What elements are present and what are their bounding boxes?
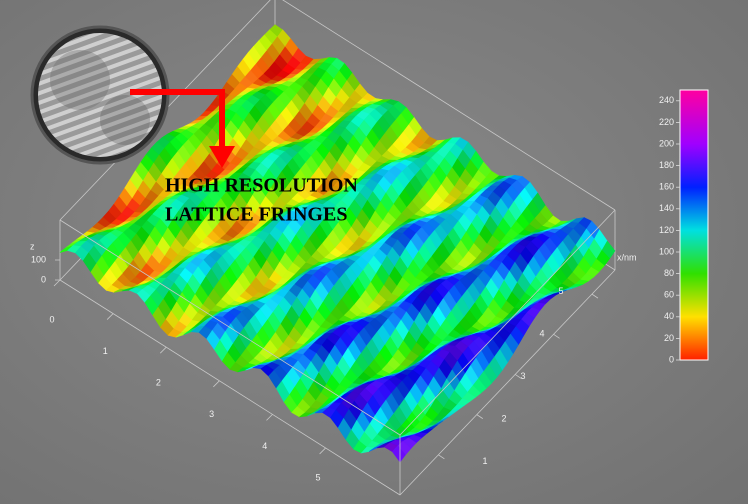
colorbar-tick-label: 180 bbox=[659, 160, 674, 170]
y-tick-label: 5 bbox=[315, 472, 320, 482]
colorbar-tick-label: 240 bbox=[659, 95, 674, 105]
annotation: HIGH RESOLUTION bbox=[165, 175, 358, 197]
colorbar-tick-label: 80 bbox=[664, 268, 674, 278]
x-tick-label: 5 bbox=[558, 286, 563, 296]
y-tick-label: 0 bbox=[49, 314, 54, 324]
colorbar-tick-label: 60 bbox=[664, 290, 674, 300]
page: {"chart_data": {"type": "surface", "anno… bbox=[0, 0, 748, 504]
colorbar-tick-label: 40 bbox=[664, 311, 674, 321]
annotation: LATTICE FRINGES bbox=[165, 204, 347, 226]
z-tick-label: 0 bbox=[41, 274, 46, 284]
colorbar bbox=[680, 90, 708, 360]
x-tick-label: 2 bbox=[501, 413, 506, 423]
y-tick-label: 2 bbox=[156, 378, 161, 388]
y-tick-label: 3 bbox=[209, 409, 214, 419]
chart: 0 1 2 3 4 5 1 2 3 4 5 x/nm 0 100 z HIGH RESOLUTION LAT… bbox=[0, 0, 748, 504]
x-tick-label: 4 bbox=[539, 328, 544, 338]
colorbar-tick-label: 160 bbox=[659, 182, 674, 192]
colorbar-tick-label: 220 bbox=[659, 117, 674, 127]
colorbar-tick-label: 200 bbox=[659, 138, 674, 148]
y-tick-label: 4 bbox=[262, 441, 267, 451]
colorbar-tick-label: 120 bbox=[659, 225, 674, 235]
z-tick-label: 100 bbox=[31, 254, 46, 264]
z-axis-label: z bbox=[30, 241, 35, 251]
colorbar-tick-label: 20 bbox=[664, 333, 674, 343]
x-tick-label: 1 bbox=[482, 456, 487, 466]
colorbar-tick-label: 100 bbox=[659, 246, 674, 256]
x-tick-label: 3 bbox=[520, 371, 525, 381]
colorbar-tick-label: 140 bbox=[659, 203, 674, 213]
y-tick-label: 1 bbox=[103, 346, 108, 356]
x-axis-label: x/nm bbox=[617, 252, 637, 262]
colorbar-tick-label: 0 bbox=[669, 354, 674, 364]
